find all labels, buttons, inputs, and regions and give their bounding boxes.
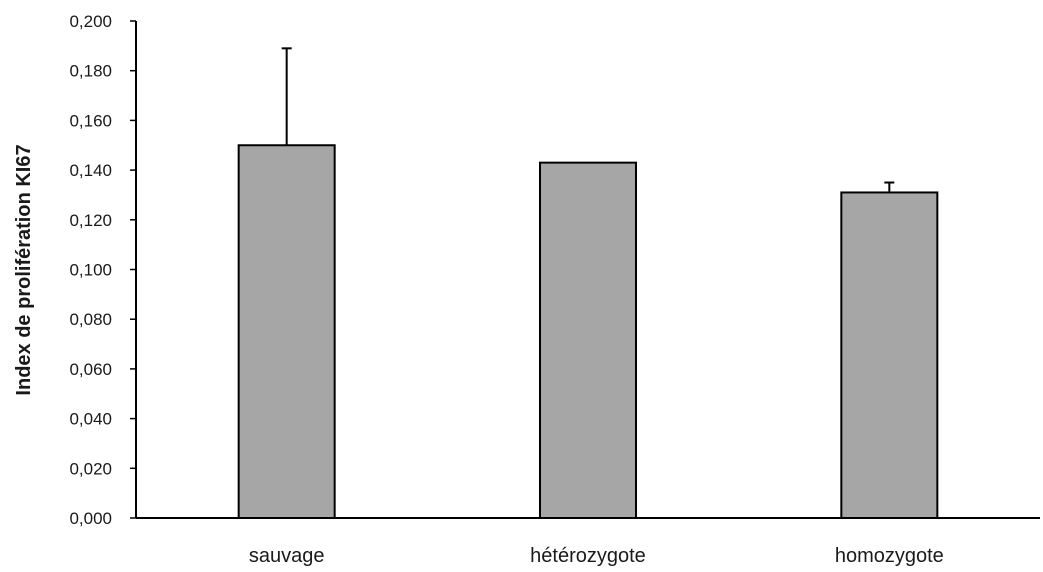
y-tick-label: 0,020 [69, 459, 112, 478]
x-category-label: sauvage [249, 545, 325, 567]
y-tick-label: 0,120 [69, 211, 112, 230]
plot-area: 0,000 0,020 0,040 0,060 0,080 0,100 0,120 0,140… [69, 12, 1040, 567]
y-tick-label: 0,140 [69, 161, 112, 180]
y-tick-label: 0,040 [69, 410, 112, 429]
y-tick-label: 0,160 [69, 111, 112, 130]
y-tick-label: 0,000 [69, 509, 112, 528]
bar-sauvage [237, 144, 336, 519]
x-category-label: hétérozygote [530, 545, 646, 567]
y-tick-label: 0,200 [69, 12, 112, 31]
bar-hétérozygote [539, 161, 637, 520]
bar-homozygote [840, 191, 939, 519]
y-tick-label: 0,060 [69, 360, 112, 379]
y-tick-label: 0,180 [69, 62, 112, 81]
x-category-label: homozygote [835, 545, 944, 567]
y-tick-label: 0,080 [69, 310, 112, 329]
y-tick-label: 0,100 [69, 261, 112, 280]
y-axis-title: Index de prolifération KI67 [13, 144, 35, 395]
